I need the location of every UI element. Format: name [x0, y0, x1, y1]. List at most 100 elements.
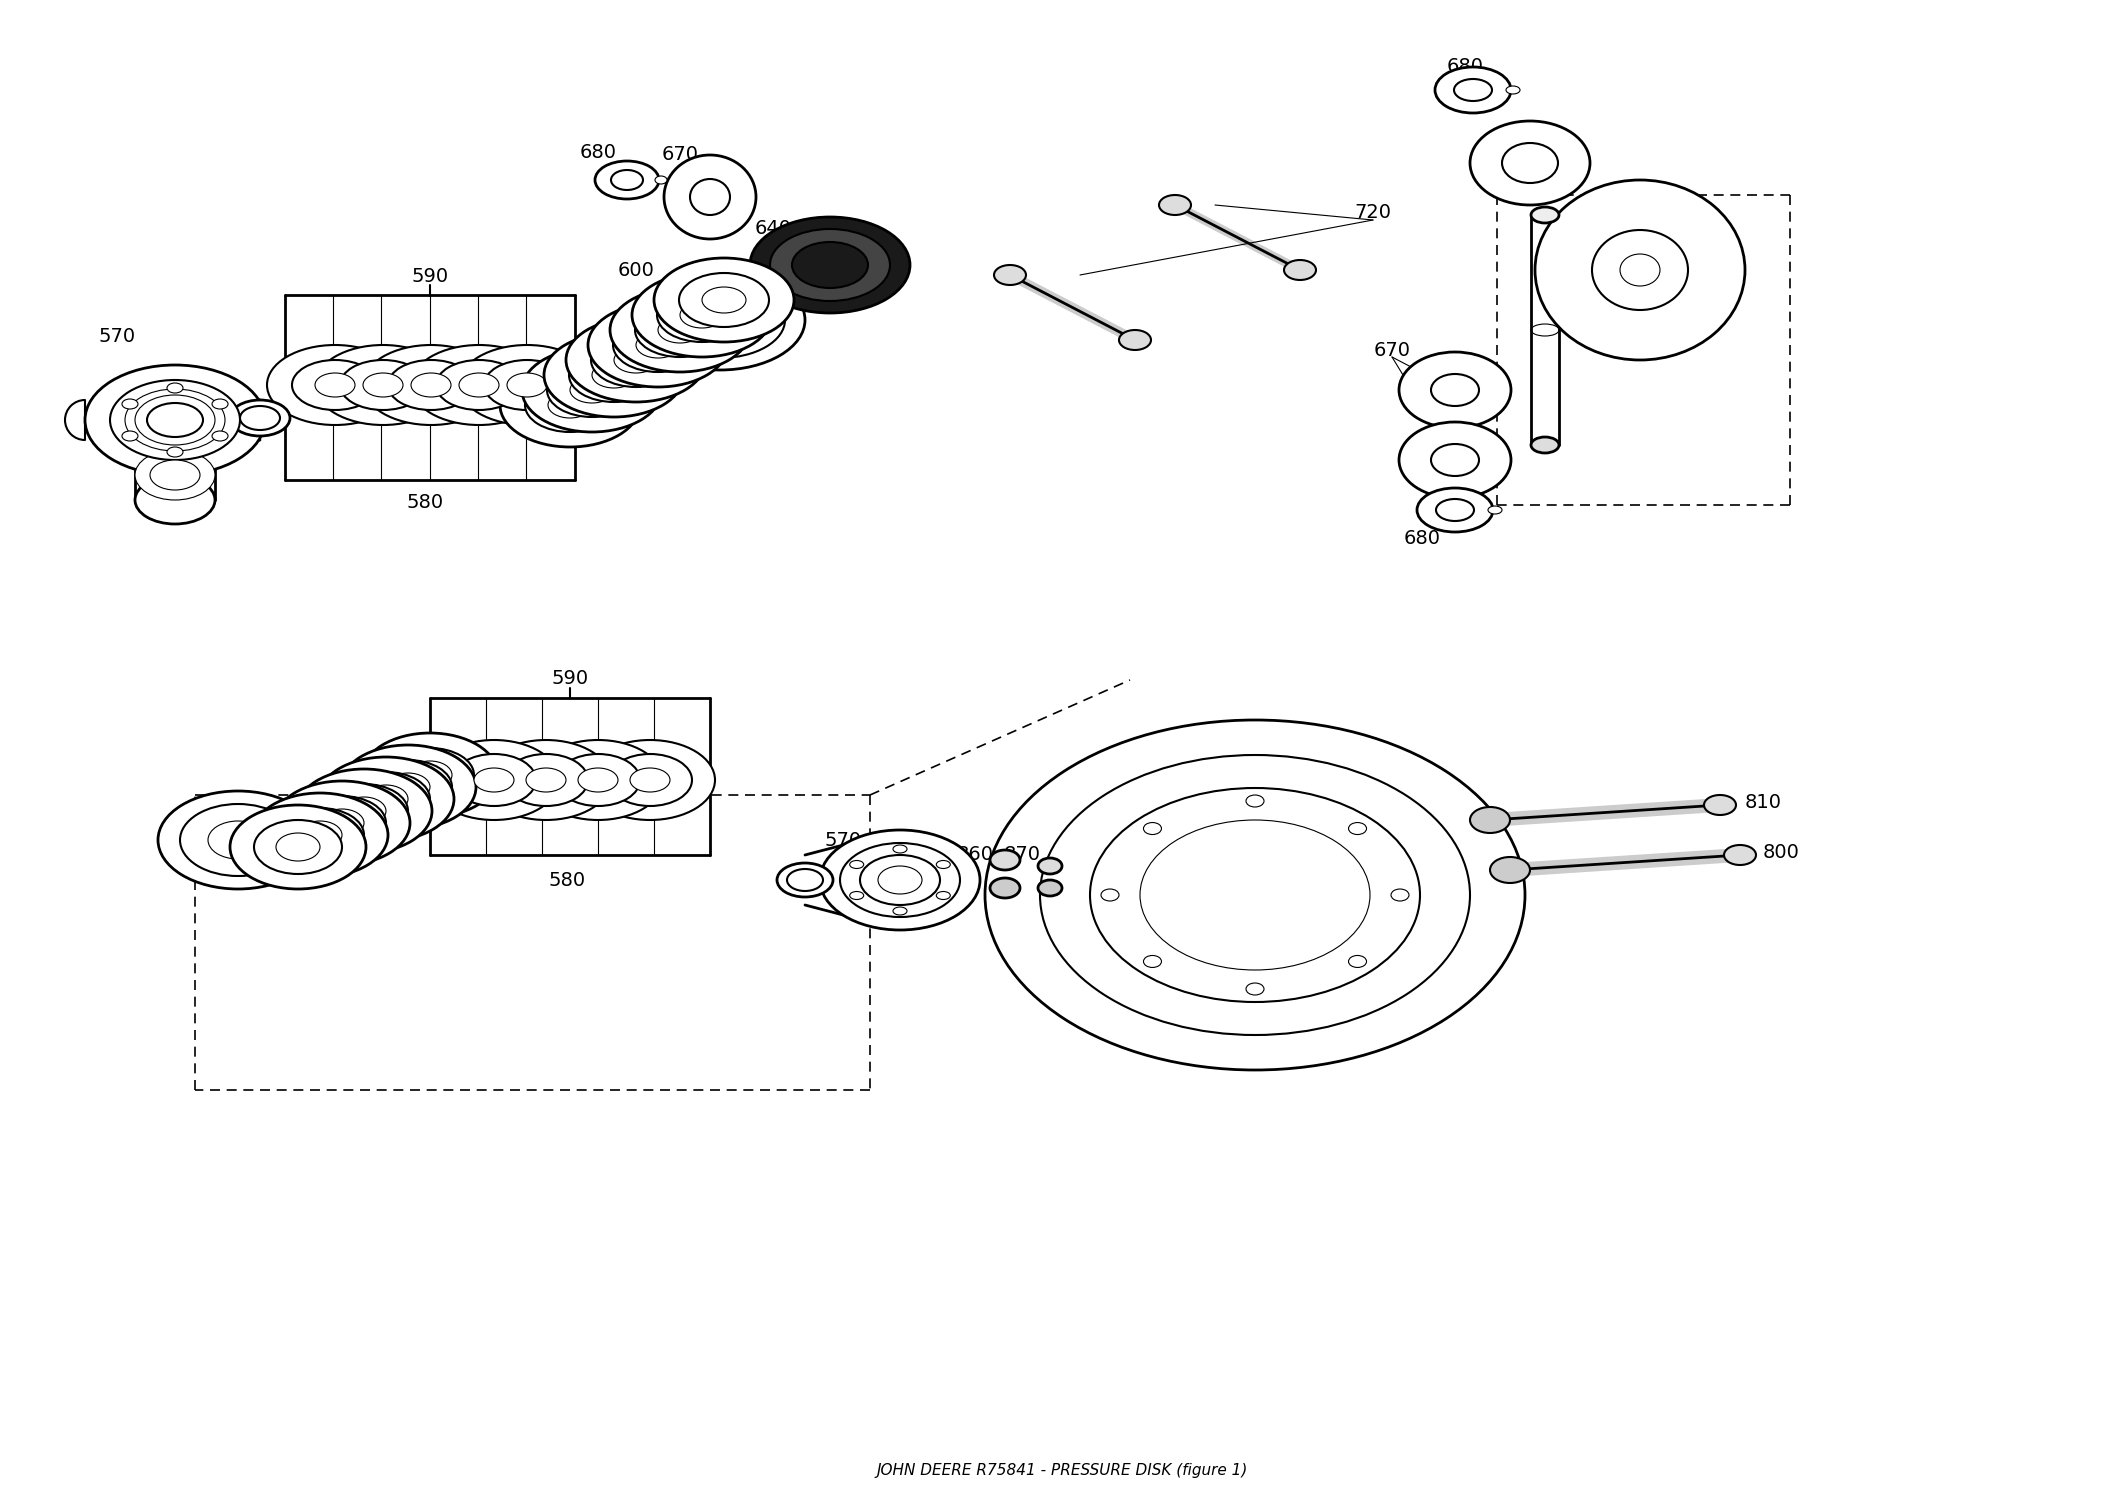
Ellipse shape — [1436, 500, 1475, 520]
Ellipse shape — [387, 748, 474, 802]
Ellipse shape — [268, 345, 404, 424]
Ellipse shape — [1143, 822, 1162, 834]
Text: 570: 570 — [98, 327, 136, 346]
Ellipse shape — [691, 178, 731, 214]
Ellipse shape — [1398, 352, 1511, 428]
Ellipse shape — [459, 345, 595, 424]
Ellipse shape — [387, 772, 429, 801]
Ellipse shape — [769, 230, 890, 302]
Ellipse shape — [212, 399, 227, 410]
Ellipse shape — [136, 476, 215, 524]
Ellipse shape — [654, 176, 667, 184]
Ellipse shape — [363, 784, 408, 813]
Ellipse shape — [121, 399, 138, 410]
Text: 670: 670 — [1551, 146, 1590, 165]
Ellipse shape — [635, 332, 680, 358]
Ellipse shape — [546, 363, 638, 417]
Ellipse shape — [340, 746, 476, 830]
Ellipse shape — [657, 288, 748, 342]
Ellipse shape — [255, 821, 342, 874]
Ellipse shape — [684, 298, 754, 340]
Ellipse shape — [565, 318, 706, 402]
Ellipse shape — [878, 865, 922, 894]
Ellipse shape — [136, 450, 215, 500]
Ellipse shape — [525, 378, 614, 432]
Ellipse shape — [995, 266, 1026, 285]
Ellipse shape — [839, 843, 960, 916]
Ellipse shape — [1619, 254, 1660, 286]
Ellipse shape — [1430, 444, 1479, 476]
Ellipse shape — [340, 360, 425, 410]
Ellipse shape — [298, 821, 342, 849]
Text: 810: 810 — [1745, 792, 1783, 812]
Text: 680: 680 — [580, 144, 616, 162]
Ellipse shape — [147, 404, 204, 436]
Ellipse shape — [1120, 330, 1152, 350]
Text: 600: 600 — [618, 261, 654, 279]
Ellipse shape — [629, 768, 669, 792]
Ellipse shape — [361, 734, 497, 818]
Ellipse shape — [181, 804, 295, 876]
Ellipse shape — [1392, 890, 1409, 902]
Ellipse shape — [1039, 754, 1470, 1035]
Ellipse shape — [680, 302, 725, 328]
Ellipse shape — [1530, 207, 1560, 224]
Ellipse shape — [291, 360, 378, 410]
Ellipse shape — [1534, 180, 1745, 360]
Ellipse shape — [610, 288, 750, 372]
Ellipse shape — [157, 790, 319, 889]
Ellipse shape — [253, 794, 389, 877]
Ellipse shape — [319, 758, 455, 842]
Ellipse shape — [110, 380, 240, 460]
Ellipse shape — [121, 430, 138, 441]
Ellipse shape — [1723, 844, 1755, 865]
Ellipse shape — [474, 768, 514, 792]
Ellipse shape — [1490, 856, 1530, 883]
Ellipse shape — [850, 891, 863, 900]
Ellipse shape — [1139, 821, 1371, 971]
Ellipse shape — [274, 782, 410, 865]
Text: 670: 670 — [1373, 340, 1411, 360]
Text: JOHN DEERE R75841 - PRESSURE DISK (figure 1): JOHN DEERE R75841 - PRESSURE DISK (figur… — [876, 1462, 1247, 1478]
Ellipse shape — [314, 345, 450, 424]
Ellipse shape — [436, 360, 523, 410]
Ellipse shape — [276, 808, 363, 862]
Ellipse shape — [612, 318, 703, 372]
Ellipse shape — [408, 760, 453, 789]
Ellipse shape — [1507, 86, 1519, 94]
Ellipse shape — [499, 363, 640, 447]
Ellipse shape — [584, 740, 714, 821]
Ellipse shape — [793, 242, 867, 288]
Ellipse shape — [1349, 822, 1366, 834]
Text: 580: 580 — [406, 492, 444, 512]
Ellipse shape — [612, 170, 644, 190]
Ellipse shape — [635, 270, 805, 370]
Ellipse shape — [1037, 858, 1062, 874]
Ellipse shape — [212, 430, 227, 441]
Ellipse shape — [680, 273, 769, 327]
Ellipse shape — [484, 360, 570, 410]
Ellipse shape — [1704, 795, 1736, 814]
Ellipse shape — [544, 333, 684, 417]
Ellipse shape — [410, 345, 546, 424]
Ellipse shape — [480, 740, 612, 821]
Ellipse shape — [593, 362, 635, 388]
Ellipse shape — [1284, 260, 1315, 280]
Ellipse shape — [295, 770, 431, 853]
Ellipse shape — [1143, 956, 1162, 968]
Ellipse shape — [208, 821, 268, 860]
Ellipse shape — [1349, 956, 1366, 968]
Ellipse shape — [1245, 982, 1264, 994]
Ellipse shape — [298, 796, 387, 850]
Ellipse shape — [321, 808, 363, 837]
Ellipse shape — [701, 286, 746, 314]
Ellipse shape — [1090, 788, 1420, 1002]
Ellipse shape — [778, 862, 833, 897]
Text: 580: 580 — [548, 870, 586, 889]
Ellipse shape — [508, 374, 546, 398]
Ellipse shape — [1454, 80, 1492, 100]
Ellipse shape — [557, 754, 640, 806]
Ellipse shape — [892, 844, 907, 853]
Ellipse shape — [230, 400, 289, 436]
Ellipse shape — [635, 303, 725, 357]
